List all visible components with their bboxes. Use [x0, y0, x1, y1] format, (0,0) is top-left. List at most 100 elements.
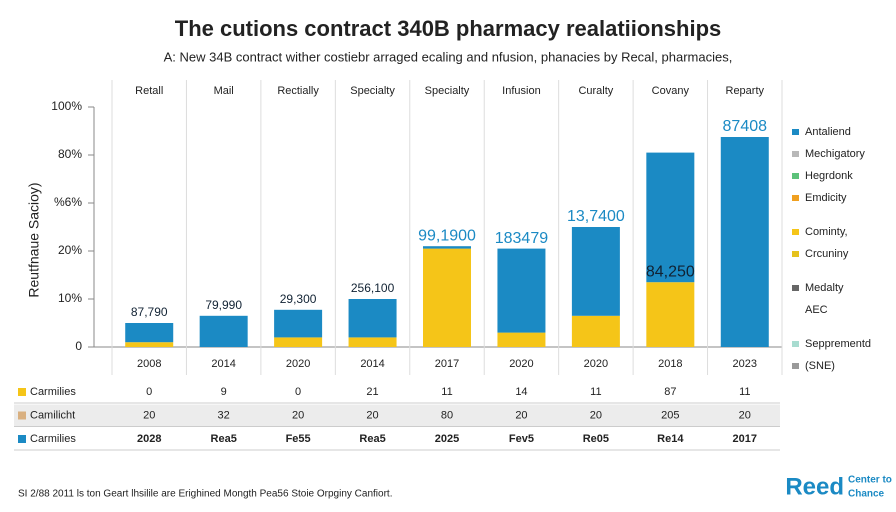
legend-swatch — [792, 363, 799, 369]
group-label: Specialty — [425, 85, 470, 97]
bar-label: 99,1900 — [418, 227, 476, 244]
y-tick-label: %6% — [54, 195, 82, 209]
table-cell: 87 — [664, 386, 676, 398]
bar-label: 183479 — [495, 230, 548, 247]
table-cell: Re05 — [583, 433, 609, 445]
bar-segment — [497, 248, 546, 333]
table-cell: 20 — [366, 409, 378, 421]
footnote: SI 2/88 2011 ls ton Geart lhsilile are E… — [18, 489, 392, 500]
table-cell: 20 — [515, 409, 527, 421]
legend-label: (SNE) — [805, 360, 835, 372]
table-cell: 14 — [515, 386, 527, 398]
table-cell: 2025 — [435, 433, 459, 445]
table-cell: 80 — [441, 409, 453, 421]
table-cell: Rea5 — [211, 433, 237, 445]
x-tick-label: 2014 — [360, 358, 384, 370]
group-label: Curalty — [578, 85, 613, 97]
table-cell: Fev5 — [509, 433, 534, 445]
bar-segment — [274, 337, 323, 347]
table-cell: 21 — [366, 386, 378, 398]
table-cell: Rea5 — [359, 433, 385, 445]
table-cell: 0 — [146, 386, 152, 398]
legend-label: Emdicity — [805, 192, 847, 204]
legend-label: Sepprementd — [805, 338, 871, 350]
bar-label: 87,790 — [131, 305, 168, 319]
y-tick-label: 10% — [58, 291, 82, 305]
table-cell: 2017 — [733, 433, 757, 445]
legend-swatch — [792, 341, 799, 347]
table-cell: 20 — [143, 409, 155, 421]
bar-label: 13,7400 — [567, 208, 625, 225]
x-tick-label: 2008 — [137, 358, 161, 370]
group-label: Infusion — [502, 85, 541, 97]
group-label: Reparty — [726, 85, 765, 97]
logo: Reed — [785, 473, 844, 500]
x-tick-label: 2020 — [286, 358, 310, 370]
table-swatch — [18, 435, 26, 443]
table-cell: 9 — [221, 386, 227, 398]
bar-segment — [348, 299, 397, 338]
table-cell: 2028 — [137, 433, 161, 445]
y-tick-label: 80% — [58, 147, 82, 161]
logo-sub: Chance — [848, 489, 885, 500]
table-row-label: Carmilies — [30, 386, 76, 398]
legend-label: Crcuniny — [805, 248, 849, 260]
legend-label: Antaliend — [805, 126, 851, 138]
x-tick-label: 2020 — [584, 358, 608, 370]
chart-title: The cutions contract 340B pharmacy reala… — [175, 16, 722, 41]
legend-swatch — [792, 229, 799, 235]
bar-segment — [497, 332, 546, 347]
chart-subtitle: A: New 34B contract wither costiebr arra… — [164, 49, 733, 64]
bar-segment — [125, 342, 174, 347]
bar-segment — [571, 227, 620, 316]
x-tick-label: 2018 — [658, 358, 682, 370]
bar-segment — [720, 137, 769, 347]
bar-label: 79,990 — [205, 298, 242, 312]
legend-label: Hegrdonk — [805, 170, 853, 182]
table-cell: 11 — [590, 386, 601, 398]
bar-segment — [274, 309, 323, 338]
table-cell: 20 — [292, 409, 304, 421]
legend-label: AEC — [805, 304, 828, 316]
y-tick-label: 20% — [58, 243, 82, 257]
group-label: Mail — [214, 85, 234, 97]
legend-swatch — [792, 285, 799, 291]
table-row-label: Camilicht — [30, 409, 75, 421]
bar-segment — [423, 246, 471, 249]
x-tick-label: 2017 — [435, 358, 459, 370]
table-row-label: Carmilies — [30, 433, 76, 445]
y-axis-label: Reutfnaue Sacioy) — [26, 182, 42, 297]
bar-label: 256,100 — [351, 281, 395, 295]
table-cell: 0 — [295, 386, 301, 398]
bar-segment — [571, 315, 620, 347]
table-cell: 11 — [739, 386, 750, 398]
legend-label: Cominty, — [805, 226, 848, 238]
legend-swatch — [792, 251, 799, 257]
group-label: Rectially — [277, 85, 319, 97]
legend-swatch — [792, 129, 799, 135]
bar-segment — [423, 248, 471, 347]
bar-segment — [348, 337, 397, 347]
bar-label: 87408 — [723, 118, 768, 135]
legend-swatch — [792, 151, 799, 157]
table-cell: 32 — [218, 409, 230, 421]
table-cell: Re14 — [657, 433, 684, 445]
group-label: Retall — [135, 85, 163, 97]
x-tick-label: 2020 — [509, 358, 533, 370]
bar-segment — [646, 282, 695, 347]
legend-swatch — [792, 195, 799, 201]
group-label: Covany — [652, 85, 690, 97]
bar-segment — [199, 315, 248, 347]
bar-label: 84,250 — [646, 263, 695, 280]
table-cell: 11 — [441, 386, 452, 398]
table-row-bg — [14, 404, 780, 427]
table-swatch — [18, 411, 26, 420]
bar-segment — [646, 152, 695, 283]
group-label: Specialty — [350, 85, 395, 97]
table-cell: 20 — [590, 409, 602, 421]
y-tick-label: 100% — [51, 99, 82, 113]
y-tick-label: 0 — [75, 339, 82, 353]
table-swatch — [18, 388, 26, 396]
table-cell: 20 — [739, 409, 751, 421]
